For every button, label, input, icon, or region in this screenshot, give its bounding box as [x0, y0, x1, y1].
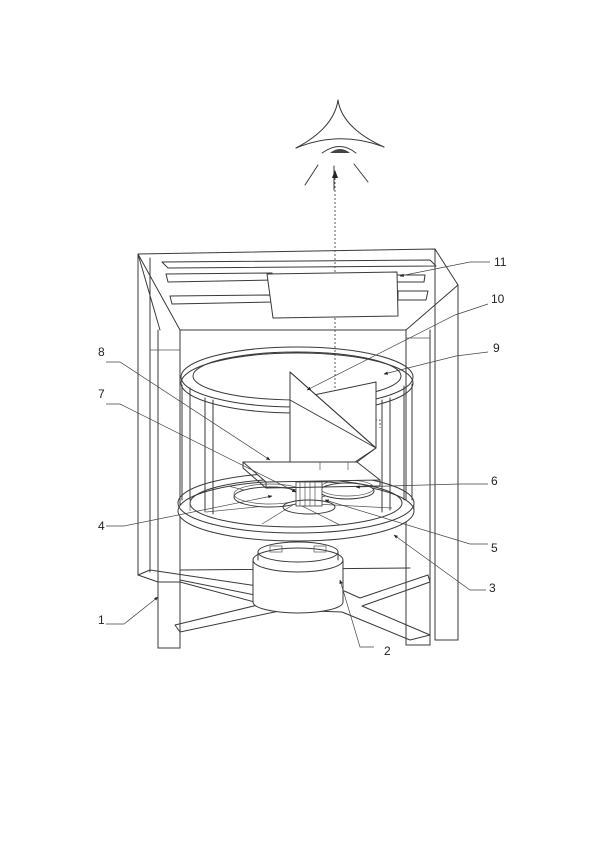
callout-10: 10	[491, 292, 505, 306]
observer-eye-icon	[295, 99, 385, 191]
callout-7: 7	[98, 387, 105, 401]
mirror-prism	[289, 371, 377, 470]
callout-4: 4	[98, 519, 105, 533]
callout-11: 11	[494, 255, 507, 269]
leader-lines	[106, 261, 490, 648]
callout-5: 5	[491, 541, 498, 555]
callout-labels: 11 10 9 8 7 6 5 4 3 2 1	[98, 255, 507, 658]
callout-2: 2	[384, 644, 391, 658]
ring-supports	[181, 383, 413, 515]
callout-1: 1	[98, 613, 105, 627]
callout-8: 8	[98, 345, 105, 359]
callout-3: 3	[489, 581, 496, 595]
housing-frame	[137, 248, 459, 649]
callout-6: 6	[491, 474, 498, 488]
callout-9: 9	[493, 341, 500, 355]
motor	[252, 541, 344, 614]
